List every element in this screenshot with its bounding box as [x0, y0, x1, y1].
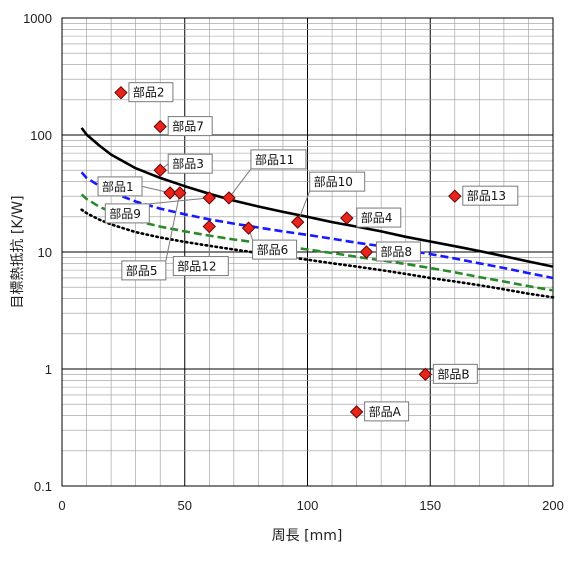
- callout-box: [167, 153, 213, 174]
- data-point-marker: [359, 245, 374, 259]
- data-point-label: 部品2: [133, 85, 165, 100]
- data-point-label: 部品13: [467, 188, 506, 203]
- callout-box: [167, 116, 213, 137]
- data-point-label: 部品11: [255, 152, 294, 167]
- data-point-marker: [290, 215, 305, 229]
- data-point-marker: [153, 163, 167, 177]
- x-tick-label: 0: [58, 498, 65, 513]
- leader-line-layer: [141, 163, 311, 261]
- curve-solid-1: [80, 127, 554, 268]
- data-point-marker: [448, 189, 462, 203]
- callout-box: [356, 207, 402, 228]
- data-point-label: 部品6: [257, 242, 289, 257]
- x-tick-label: 200: [542, 498, 564, 513]
- data-point-label: 部品12: [177, 259, 216, 274]
- data-point-marker: [202, 219, 217, 234]
- callout-layer: 部品1 部品2 部品3 部品4 部品5 部品6 部品7 部品8 部品9 部品10 部品11 部品12 部…: [97, 82, 519, 422]
- callout-box: [309, 171, 366, 192]
- curve-dashed-2: [80, 171, 554, 280]
- callout-box: [462, 185, 519, 206]
- x-tick-label: 100: [297, 498, 319, 513]
- data-point-label: 部品1: [102, 179, 134, 194]
- data-point-label: 部品10: [314, 174, 353, 189]
- y-tick-label: 10: [38, 245, 52, 260]
- callout-box: [104, 203, 150, 224]
- callout-leader-line: [165, 192, 181, 261]
- data-point-label: 部品4: [361, 210, 393, 225]
- x-tick-label: 50: [178, 498, 192, 513]
- data-point-marker: [153, 119, 167, 134]
- data-point-marker: [222, 191, 236, 205]
- callout-box: [252, 239, 298, 260]
- data-point-marker: [340, 211, 354, 225]
- y-tick-label: 1000: [23, 11, 52, 26]
- x-axis-title: 周長 [mm]: [272, 528, 343, 544]
- callout-box: [375, 241, 421, 262]
- y-tick-label: 1: [45, 362, 52, 377]
- callout-box: [121, 260, 167, 281]
- callout-leader-line: [149, 197, 210, 205]
- y-tick-label: 0.1: [34, 479, 52, 494]
- data-point-label: 部品7: [172, 119, 204, 134]
- data-point-label: 部品3: [172, 156, 204, 171]
- data-point-marker: [173, 186, 187, 200]
- callout-box: [250, 149, 307, 170]
- data-point-marker: [114, 85, 128, 100]
- plot-area-frame: [61, 17, 554, 487]
- y-tick-label: 100: [30, 128, 52, 143]
- data-point-label: 部品A: [369, 404, 402, 419]
- callout-box: [97, 176, 143, 197]
- callout-leader-line: [228, 168, 252, 199]
- callout-box: [128, 82, 174, 103]
- callout-box: [432, 363, 478, 384]
- data-point-marker: [418, 367, 433, 382]
- callout-box: [364, 401, 410, 422]
- tick-label-layer: 0 50 100 150 200 0.1 1 10 100 1000: [23, 11, 564, 513]
- data-point-label: 部品8: [380, 244, 412, 259]
- x-tick-label: 150: [419, 498, 441, 513]
- data-point-label: 部品5: [126, 263, 158, 278]
- callout-box: [172, 256, 229, 277]
- y-axis-title: 目標熱抵抗 [K/W]: [10, 195, 26, 308]
- data-point-marker: [349, 405, 364, 419]
- marker-layer: [114, 85, 462, 419]
- data-point-marker: [163, 186, 177, 200]
- data-point-label: 部品B: [437, 366, 469, 381]
- curve-dotted-4: [80, 208, 555, 299]
- data-point-label: 部品9: [109, 206, 141, 221]
- callout-leader-line: [297, 190, 311, 223]
- data-point-marker: [241, 221, 256, 235]
- data-point-marker: [202, 191, 217, 205]
